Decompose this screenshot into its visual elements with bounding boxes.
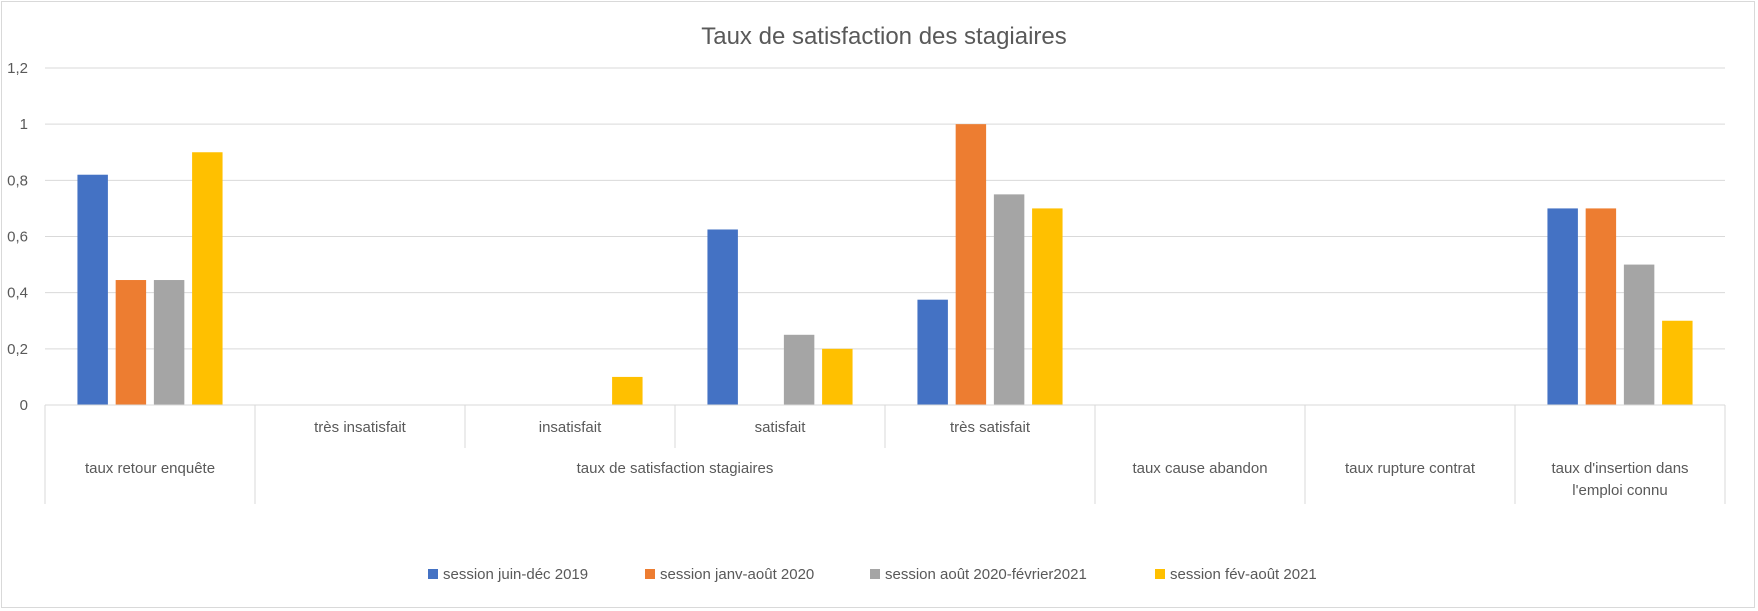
x-tick-label: très insatisfait [314, 419, 407, 436]
x-group-label: l'emploi connu [1572, 482, 1667, 499]
bar [1662, 320, 1693, 405]
x-group-label: taux rupture contrat [1345, 460, 1476, 477]
bar [115, 280, 147, 405]
legend-swatch [1155, 569, 1165, 579]
bar [1623, 264, 1655, 405]
bar [1547, 208, 1578, 405]
bar [822, 348, 853, 405]
legend-label: session fév-août 2021 [1170, 566, 1317, 583]
legend-label: session août 2020-février2021 [885, 566, 1087, 583]
bar [1585, 208, 1617, 405]
y-tick-label: 0,2 [7, 341, 28, 358]
chart-title: Taux de satisfaction des stagiaires [701, 23, 1067, 50]
bar [993, 194, 1025, 405]
y-tick-label: 0,6 [7, 229, 28, 246]
y-tick-label: 0,8 [7, 172, 28, 189]
legend: session juin-déc 2019 session janv-août 2… [428, 566, 1317, 583]
legend-swatch [645, 569, 655, 579]
bar [153, 280, 185, 405]
x-group-label: taux d'insertion dans [1551, 460, 1688, 477]
gridlines [45, 67, 1725, 406]
bar [917, 299, 948, 405]
x-tick-label: très satisfait [950, 419, 1031, 436]
bars [77, 124, 1693, 406]
x-axis-labels: très insatisfait insatisfait satisfait très… [44, 404, 1726, 504]
y-tick-label: 1,2 [7, 60, 28, 77]
x-group-label: taux cause abandon [1132, 460, 1267, 477]
y-tick-label: 0 [20, 397, 28, 414]
legend-label: session juin-déc 2019 [443, 566, 588, 583]
legend-swatch [428, 569, 438, 579]
bar [955, 124, 987, 406]
x-tick-label: insatisfait [539, 419, 602, 436]
x-group-label: taux de satisfaction stagiaires [577, 460, 774, 477]
bar [77, 174, 108, 405]
y-axis-ticks: 0 0,2 0,4 0,6 0,8 1 1,2 [7, 60, 28, 414]
x-tick-label: satisfait [755, 419, 807, 436]
x-group-label: taux retour enquête [85, 460, 215, 477]
bar [192, 152, 223, 405]
legend-label: session janv-août 2020 [660, 566, 814, 583]
bar [707, 229, 738, 405]
y-tick-label: 1 [20, 116, 28, 133]
y-tick-label: 0,4 [7, 285, 28, 302]
bar [783, 334, 815, 405]
bar [1032, 208, 1063, 405]
legend-swatch [870, 569, 880, 579]
bar [612, 376, 643, 405]
